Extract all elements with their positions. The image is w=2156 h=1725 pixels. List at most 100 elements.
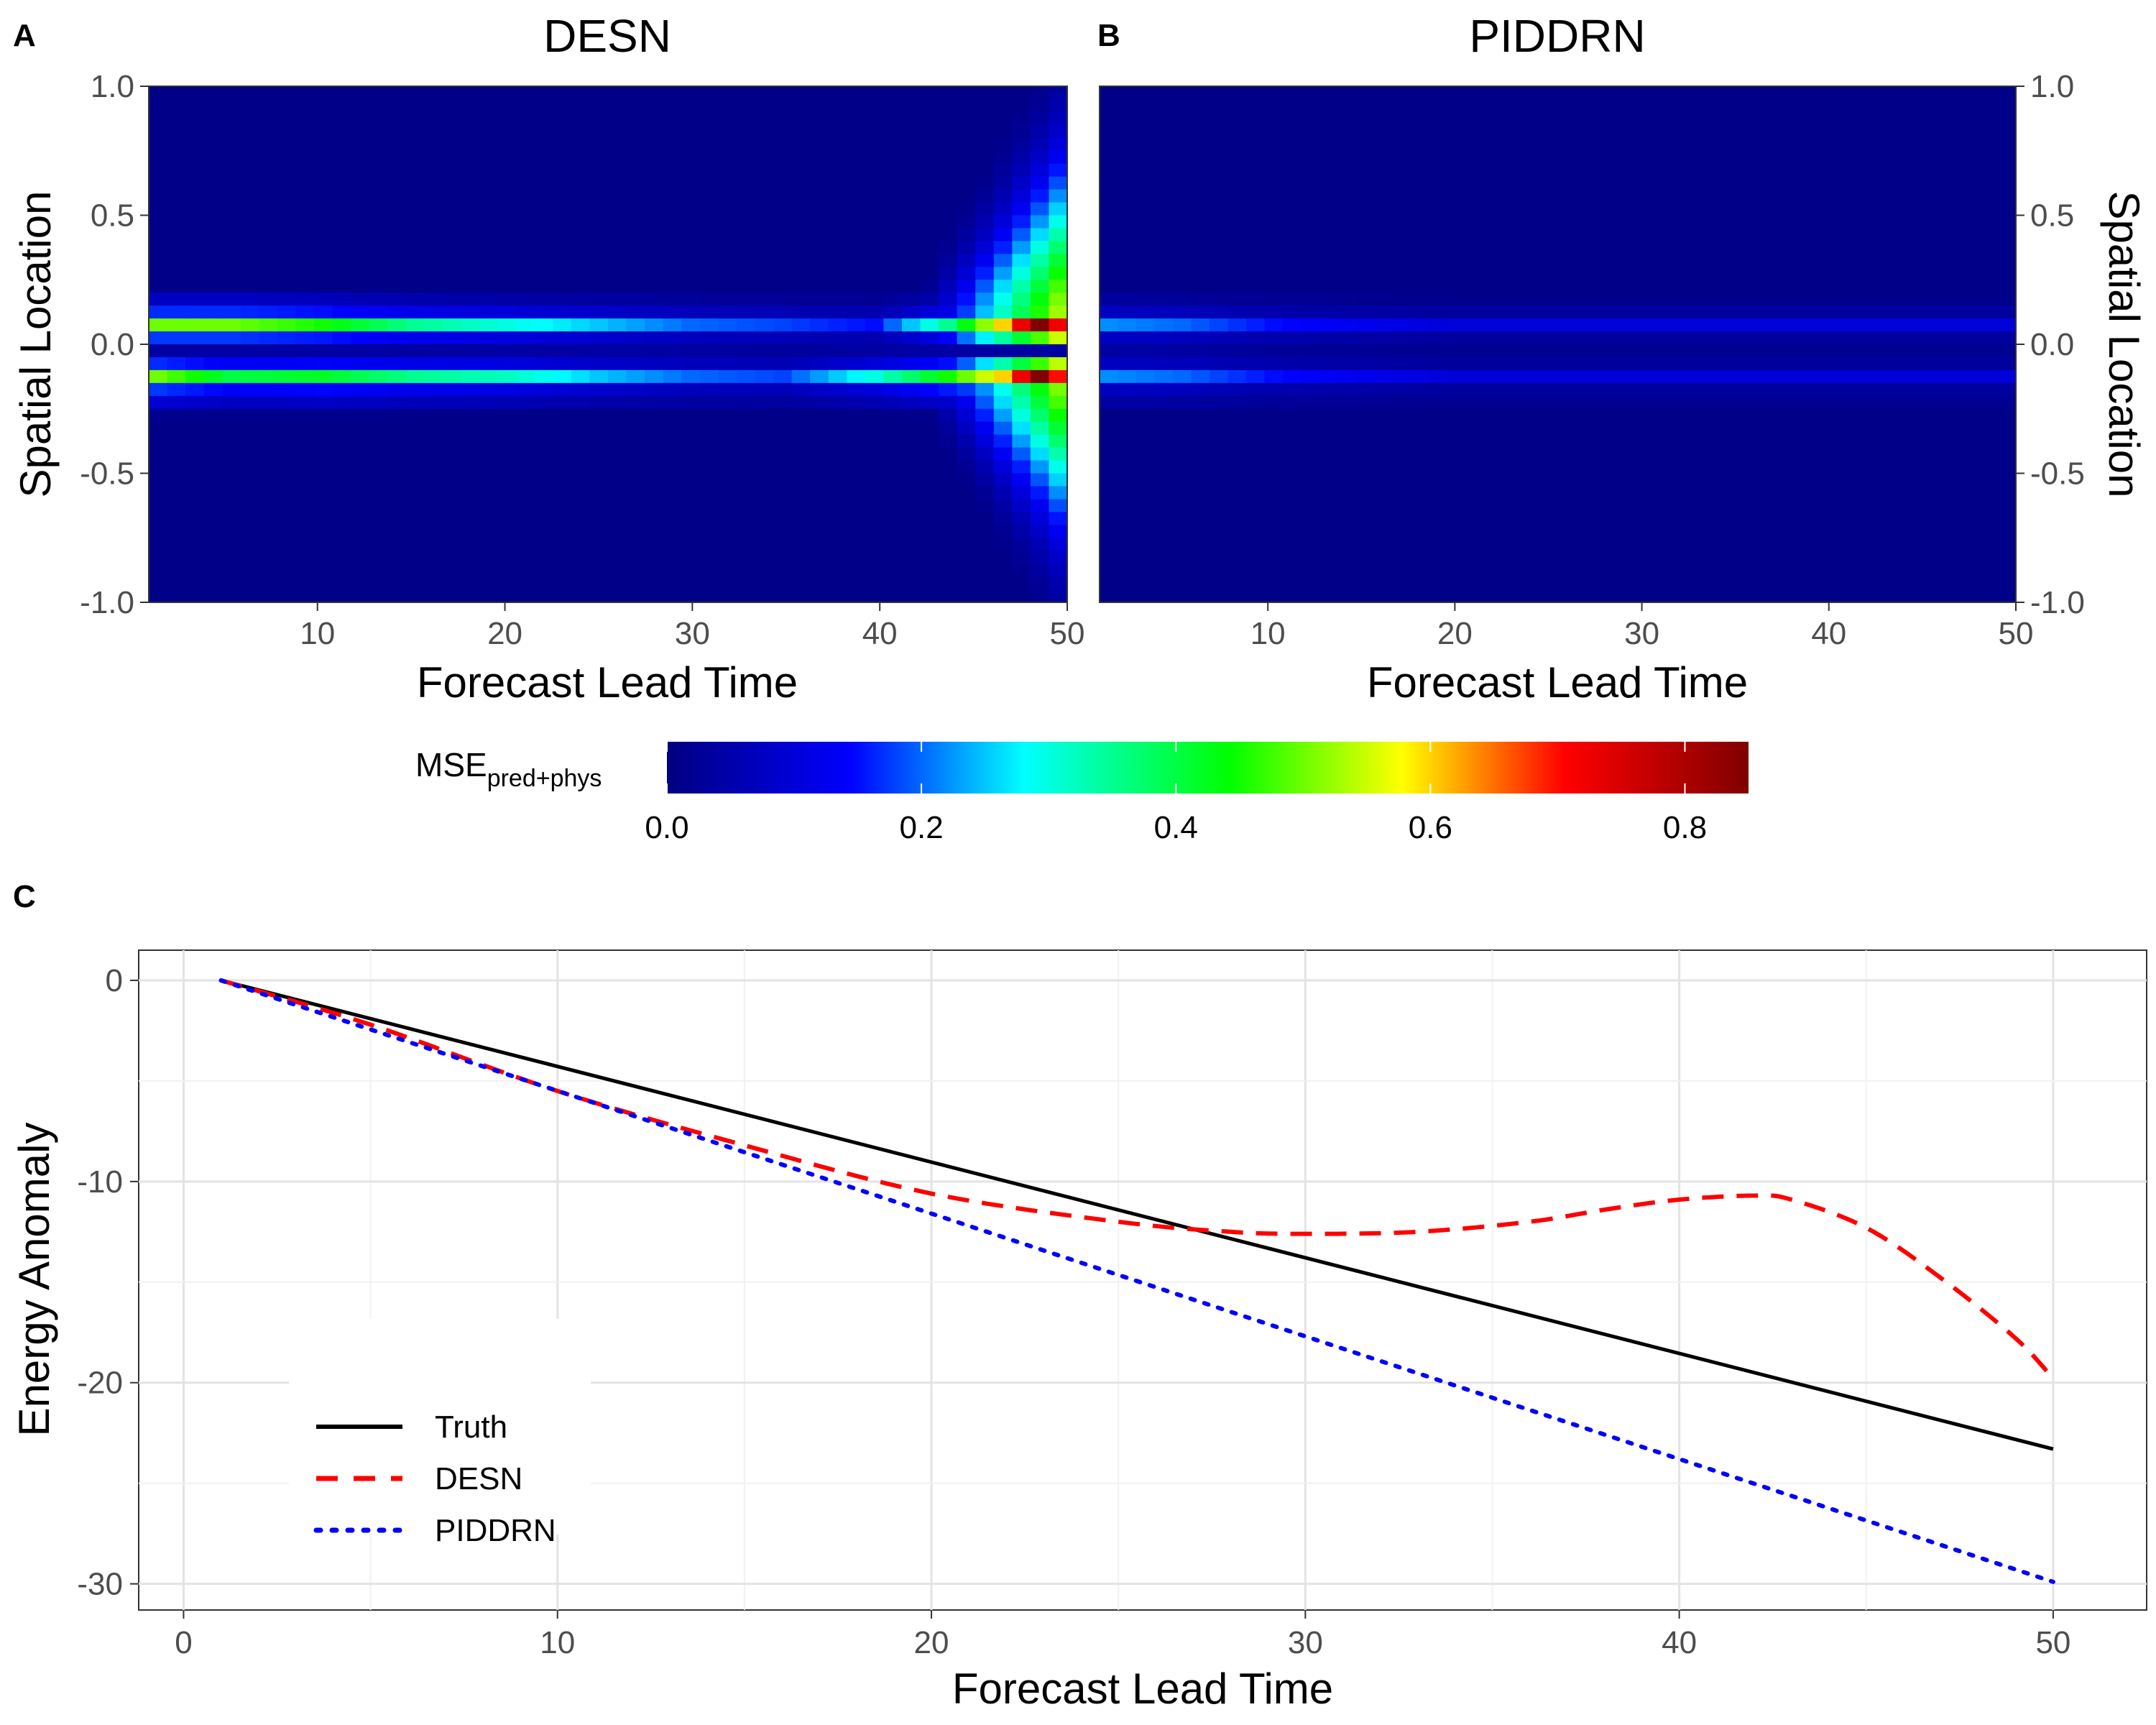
heatmap-cell [1924,318,1943,332]
heatmap-cell [1283,280,1302,293]
heatmap-cell [1411,150,1430,165]
heatmap-cell [975,176,995,190]
heatmap-cell [1154,486,1174,500]
heatmap-cell [405,331,425,345]
heatmap-cell [534,551,553,564]
heatmap-cell [681,86,701,100]
heatmap-cell [1030,512,1050,525]
heatmap-cell [1283,111,1302,126]
heatmap-cell [1429,434,1449,448]
heatmap-cell [1393,280,1412,293]
heatmap-cell [1833,499,1852,512]
heatmap-cell [1429,460,1449,474]
heatmap-cell [497,176,517,190]
heatmap-cell [1924,421,1943,436]
heatmap-cell [314,124,333,139]
heatmap-cell [553,111,572,126]
heatmap-cell [1961,486,1980,500]
heatmap-cell [571,499,591,512]
x-tick-label: 10 [540,1625,575,1660]
heatmap-cell [626,460,645,474]
heatmap-cell [1356,267,1376,280]
heatmap-cell [1997,124,2017,139]
heatmap-cell [461,241,480,254]
heatmap-cell [1411,202,1430,216]
heatmap-cell [1191,344,1210,358]
heatmap-cell [314,369,333,384]
heatmap-cell [1594,486,1613,500]
heatmap-cell [387,254,407,267]
heatmap-cell [1997,395,2017,410]
heatmap-cell [1283,395,1302,410]
heatmap-cell [1301,382,1320,397]
heatmap-cell [810,421,829,436]
heatmap-cell [1649,293,1669,306]
heatmap-cell [847,305,866,319]
heatmap-cell [865,241,884,254]
heatmap-cell [1319,293,1339,306]
heatmap-cell [1649,189,1669,203]
heatmap-cell [1814,434,1833,448]
heatmap-cell [920,564,939,577]
heatmap-cell [1997,293,2017,306]
heatmap-cell [1100,215,1119,229]
heatmap-cell [810,473,829,487]
heatmap-cell [332,395,351,410]
heatmap-cell [1484,408,1503,423]
heatmap-cell [1319,202,1339,216]
heatmap-cell [1576,111,1595,126]
heatmap-cell [461,86,480,100]
heatmap-cell [1136,460,1156,474]
heatmap-cell [351,382,370,397]
heatmap-cell [939,473,958,487]
heatmap-cell [993,280,1013,293]
heatmap-cell [479,189,499,203]
heatmap-cell [1594,111,1613,126]
heatmap-cell [405,538,425,551]
heatmap-cell [681,499,701,512]
heatmap-cell [203,331,223,345]
heatmap-cell [1887,512,1907,525]
heatmap-cell [1594,267,1613,280]
heatmap-cell [1411,525,1430,538]
heatmap-cell [865,280,884,293]
heatmap-cell [791,486,811,500]
heatmap-cell [1173,98,1192,113]
heatmap-cell [314,486,333,500]
heatmap-cell [1557,163,1577,178]
heatmap-cell [369,293,388,306]
heatmap-cell [461,564,480,577]
heatmap-cell [479,434,499,448]
heatmap-cell [1704,267,1723,280]
heatmap-cell [608,369,627,384]
heatmap-cell [534,163,553,178]
heatmap-cell [1246,447,1266,461]
heatmap-cell [479,344,499,358]
heatmap-cell [1466,408,1485,423]
heatmap-cell [1723,525,1742,538]
heatmap-cell [1264,331,1284,345]
heatmap-cell [149,395,168,410]
heatmap-cell [1301,551,1320,564]
heatmap-cell [663,267,682,280]
heatmap-cell [1686,215,1705,229]
panel-a-letter: A [13,18,36,53]
heatmap-cell [1030,111,1050,126]
x-tick-label: 40 [862,616,898,651]
heatmap-cell [957,512,976,525]
heatmap-cell [369,150,388,165]
heatmap-cell [571,293,591,306]
heatmap-cell [387,395,407,410]
heatmap-cell [1337,86,1357,100]
heatmap-cell [479,486,499,500]
heatmap-cell [1337,434,1357,448]
heatmap-cell [1649,473,1669,487]
heatmap-cell [1283,176,1302,190]
heatmap-cell [1210,150,1229,165]
heatmap-cell [589,150,609,165]
heatmap-cell [405,267,425,280]
heatmap-cell [1356,576,1376,590]
heatmap-cell [1246,421,1266,436]
heatmap-cell [865,356,884,371]
heatmap-cell [259,434,278,448]
